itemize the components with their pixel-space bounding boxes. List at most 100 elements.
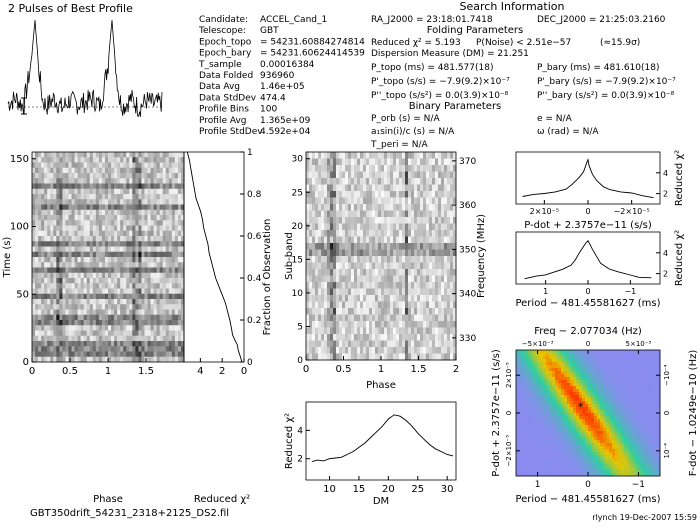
subband-cell: [402, 230, 405, 237]
time-phase-cell: [135, 189, 138, 195]
ppdot-cell: [615, 353, 618, 356]
time-phase-cell: [154, 315, 157, 321]
ppdot-cell: [567, 392, 570, 395]
time-phase-cell: [157, 236, 160, 242]
subband-cell: [366, 230, 369, 237]
time-phase-cell: [47, 241, 50, 247]
ppdot-cell: [591, 416, 594, 419]
time-phase-cell: [126, 241, 129, 247]
time-phase-cell: [50, 236, 53, 242]
subband-cell: [351, 269, 354, 276]
ppdot-cell: [594, 422, 597, 425]
subband-cell: [375, 211, 378, 218]
time-phase-cell: [38, 173, 41, 179]
time-phase-cell: [157, 278, 160, 284]
subband-cell: [450, 276, 453, 283]
ppdot-cell: [534, 368, 537, 371]
time-phase-cell: [172, 157, 175, 163]
subband-cell: [402, 276, 405, 283]
subband-cell: [315, 185, 318, 192]
time-phase-cell: [169, 241, 172, 247]
time-phase-cell: [105, 320, 108, 326]
subband-cell: [357, 347, 360, 354]
subband-cell: [411, 341, 414, 348]
time-phase-cell: [117, 315, 120, 321]
subband-cell: [396, 152, 399, 159]
subband-cell: [330, 243, 333, 250]
ppdot-cell: [627, 386, 630, 389]
ppdot-cell: [519, 413, 522, 416]
subband-cell: [360, 328, 363, 335]
subband-cell: [330, 269, 333, 276]
time-phase-cell: [47, 173, 50, 179]
time-phase-cell: [132, 283, 135, 289]
ppdot-cell: [615, 362, 618, 365]
ppdot-cell: [624, 416, 627, 419]
subband-cell: [432, 224, 435, 231]
subband-cell: [414, 263, 417, 270]
subband-cell: [423, 159, 426, 166]
subband-cell: [387, 165, 390, 172]
subband-cell: [369, 334, 372, 341]
subband-cell: [399, 185, 402, 192]
time-phase-cell: [175, 357, 178, 363]
subband-cell: [411, 347, 414, 354]
ppdot-cell: [525, 407, 528, 410]
subband-cell: [327, 243, 330, 250]
time-phase-cell: [90, 315, 93, 321]
subband-cell: [363, 269, 366, 276]
subband-cell: [414, 224, 417, 231]
subband-cell: [333, 289, 336, 296]
time-phase-cell: [129, 194, 132, 200]
subband-cell: [429, 152, 432, 159]
subband-cell: [333, 211, 336, 218]
time-phase-cell: [35, 268, 38, 274]
ppdot-cell: [543, 377, 546, 380]
ppdot-cell: [567, 389, 570, 392]
subband-cell: [327, 289, 330, 296]
subband-cell: [309, 237, 312, 244]
subband-cell: [312, 282, 315, 289]
ppdot-cell: [543, 392, 546, 395]
time-phase-cell: [175, 273, 178, 279]
subband-cell: [324, 224, 327, 231]
ppdot-cell: [594, 386, 597, 389]
time-phase-cell: [129, 210, 132, 216]
time-phase-cell: [93, 231, 96, 237]
subband-cell: [321, 328, 324, 335]
ppdot-cell: [564, 377, 567, 380]
time-phase-cell: [72, 173, 75, 179]
time-phase-cell: [62, 226, 65, 232]
time-phase-cell: [93, 184, 96, 190]
subband-cell: [366, 328, 369, 335]
subband-cell: [321, 347, 324, 354]
time-phase-cell: [65, 236, 68, 242]
subband-cell: [399, 165, 402, 172]
subband-cell: [447, 230, 450, 237]
ppdot-cell: [558, 371, 561, 374]
subband-cell: [381, 282, 384, 289]
ppdot-cell: [603, 377, 606, 380]
ppdot-cell: [633, 407, 636, 410]
time-phase-cell: [78, 268, 81, 274]
ppdot-cell: [552, 410, 555, 413]
subband-cell: [378, 263, 381, 270]
subband-cell: [366, 237, 369, 244]
ppdot-cell: [549, 359, 552, 362]
time-phase-cell: [96, 236, 99, 242]
ppdot-cell: [606, 353, 609, 356]
ppdot-cell: [531, 404, 534, 407]
time-phase-cell: [59, 199, 62, 205]
ppdot-cell: [585, 377, 588, 380]
time-phase-cell: [138, 152, 141, 158]
ppdot-cell: [519, 365, 522, 368]
time-phase-cell: [53, 278, 56, 284]
pdot_curve-xtick-label: 2×10⁻⁵: [530, 207, 559, 216]
time-phase-cell: [96, 157, 99, 163]
time-phase-cell: [135, 205, 138, 211]
time-phase-cell: [151, 210, 154, 216]
time-phase-cell: [114, 157, 117, 163]
time-phase-cell: [72, 315, 75, 321]
ppdot-cell: [654, 386, 657, 389]
time-phase-cell: [144, 304, 147, 310]
